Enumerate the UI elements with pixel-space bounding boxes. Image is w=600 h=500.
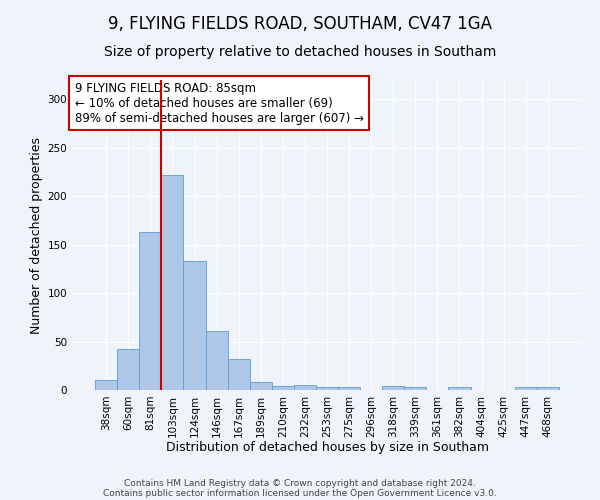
Bar bbox=[537, 387, 559, 390]
Bar bbox=[338, 387, 360, 390]
Bar bbox=[404, 387, 427, 390]
Bar bbox=[382, 386, 404, 390]
Bar bbox=[250, 382, 272, 390]
Bar bbox=[184, 261, 206, 390]
X-axis label: Distribution of detached houses by size in Southam: Distribution of detached houses by size … bbox=[166, 441, 488, 454]
Text: Contains public sector information licensed under the Open Government Licence v3: Contains public sector information licen… bbox=[103, 488, 497, 498]
Bar bbox=[117, 350, 139, 390]
Bar bbox=[161, 175, 184, 390]
Bar bbox=[316, 387, 338, 390]
Text: 9 FLYING FIELDS ROAD: 85sqm
← 10% of detached houses are smaller (69)
89% of sem: 9 FLYING FIELDS ROAD: 85sqm ← 10% of det… bbox=[74, 82, 364, 124]
Bar bbox=[272, 386, 294, 390]
Bar bbox=[139, 232, 161, 390]
Y-axis label: Number of detached properties: Number of detached properties bbox=[30, 136, 43, 334]
Bar bbox=[515, 387, 537, 390]
Bar bbox=[294, 385, 316, 390]
Bar bbox=[206, 331, 227, 390]
Text: Size of property relative to detached houses in Southam: Size of property relative to detached ho… bbox=[104, 45, 496, 59]
Bar bbox=[448, 387, 470, 390]
Text: Contains HM Land Registry data © Crown copyright and database right 2024.: Contains HM Land Registry data © Crown c… bbox=[124, 478, 476, 488]
Bar bbox=[227, 359, 250, 390]
Bar bbox=[95, 380, 117, 390]
Text: 9, FLYING FIELDS ROAD, SOUTHAM, CV47 1GA: 9, FLYING FIELDS ROAD, SOUTHAM, CV47 1GA bbox=[108, 15, 492, 33]
